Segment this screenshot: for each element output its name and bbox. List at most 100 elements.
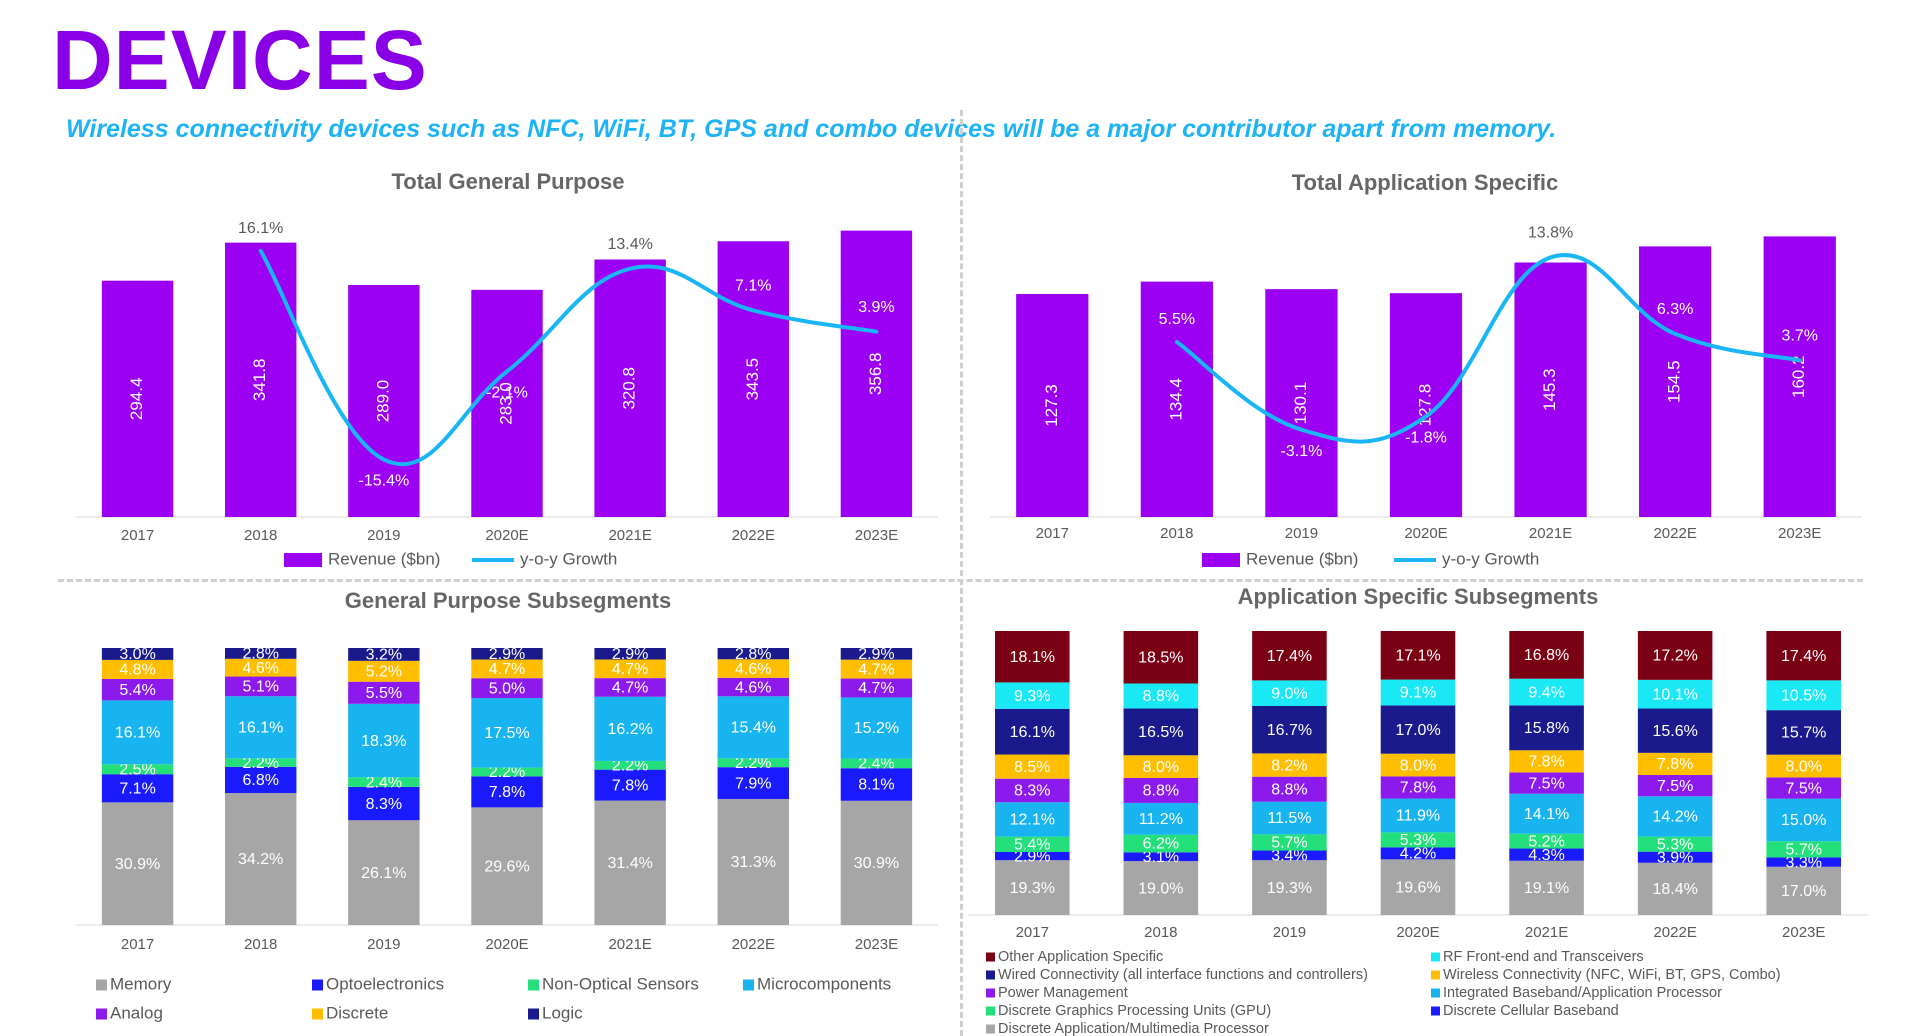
revenue-bar xyxy=(1016,294,1089,517)
segment-label: 5.3% xyxy=(1657,836,1693,853)
segment-label: 5.3% xyxy=(1400,832,1436,849)
stacked-segment xyxy=(1766,680,1841,711)
stacked-segment xyxy=(1509,678,1584,706)
stacked-segment xyxy=(1380,859,1456,915)
stacked-segment xyxy=(225,696,297,759)
stacked-segment xyxy=(594,696,666,761)
stacked-segment xyxy=(717,798,789,925)
legend-label: Power Management xyxy=(998,985,1128,1001)
stacked-segment xyxy=(1766,777,1841,799)
segment-label: 3.1% xyxy=(1143,849,1179,866)
segment-label: 5.2% xyxy=(366,664,402,681)
revenue-bar xyxy=(594,259,666,517)
growth-label: 16.1% xyxy=(238,220,283,237)
legend-label: Other Application Specific xyxy=(998,949,1163,965)
segment-label: 16.2% xyxy=(607,721,652,738)
stacked-segment xyxy=(594,678,666,697)
segment-label: 8.8% xyxy=(1271,781,1307,798)
stacked-segment xyxy=(471,648,543,660)
segment-label: 19.3% xyxy=(1267,880,1312,897)
stacked-segment xyxy=(1766,631,1841,681)
segment-label: 4.8% xyxy=(119,662,155,679)
stacked-segment xyxy=(1252,705,1327,754)
legend-label: Non-Optical Sensors xyxy=(542,974,699,993)
segment-label: 6.2% xyxy=(1143,836,1179,853)
x-tick-label: 2017 xyxy=(1016,924,1049,941)
segment-label: 7.5% xyxy=(1785,780,1821,797)
segment-label: 4.6% xyxy=(242,660,278,677)
segment-label: 19.1% xyxy=(1524,880,1569,897)
x-tick-label: 2019 xyxy=(367,527,400,544)
x-tick-label: 2021E xyxy=(608,527,651,544)
segment-label: 4.7% xyxy=(612,680,648,697)
segment-label: 19.3% xyxy=(1010,880,1055,897)
stacked-segment xyxy=(101,700,174,765)
segment-label: 8.8% xyxy=(1143,783,1179,800)
stacked-segment xyxy=(471,659,543,679)
x-tick-label: 2021E xyxy=(1529,525,1572,542)
segment-label: 18.1% xyxy=(1010,649,1055,666)
segment-label: 2.5% xyxy=(119,761,155,778)
stacked-segment xyxy=(1509,631,1584,679)
stacked-segment xyxy=(348,648,420,661)
stacked-segment xyxy=(717,648,789,660)
segment-label: 3.0% xyxy=(119,646,155,663)
legend-swatch xyxy=(986,1006,995,1016)
stacked-chart-3: Application Specific Subsegments 19.3% 2.9… xyxy=(968,584,1868,1036)
segment-label: 7.8% xyxy=(1657,756,1693,773)
segment-label: 3.9% xyxy=(1657,849,1693,866)
segment-label: 5.4% xyxy=(1014,837,1050,854)
x-tick-label: 2018 xyxy=(244,527,277,544)
legend-label: Analog xyxy=(110,1003,163,1022)
legend-label: Discrete xyxy=(326,1003,388,1022)
segment-label: 4.7% xyxy=(489,661,525,678)
stacked-segment xyxy=(1252,801,1327,835)
stacked-segment xyxy=(1252,860,1327,915)
legend-swatch xyxy=(1431,1006,1440,1016)
stacked-segment xyxy=(101,678,174,701)
segment-label: 29.6% xyxy=(484,858,529,875)
legend-swatch xyxy=(1431,952,1440,962)
page-title: DEVICES xyxy=(52,13,428,107)
vertical-divider xyxy=(960,110,963,1036)
legend-swatch xyxy=(743,979,754,991)
stacked-segment xyxy=(840,758,913,769)
segment-label: 4.7% xyxy=(612,661,648,678)
stacked-segment xyxy=(225,648,297,659)
growth-label: -15.4% xyxy=(359,473,410,490)
stacked-segment xyxy=(348,681,420,704)
segment-label: 2.9% xyxy=(612,646,648,663)
stacked-segment xyxy=(471,698,543,768)
x-tick-label: 2017 xyxy=(121,527,154,544)
stacked-segment xyxy=(1509,772,1584,794)
segment-label: 17.4% xyxy=(1781,648,1826,665)
segment-label: 5.0% xyxy=(489,680,525,697)
legend-growth-label: y-o-y Growth xyxy=(1442,549,1539,568)
legend-label: Discrete Graphics Processing Units (GPU) xyxy=(998,1003,1271,1019)
legend-label: Wireless Connectivity (NFC, WiFi, BT, GP… xyxy=(1443,967,1781,983)
segment-label: 18.4% xyxy=(1652,881,1697,898)
stacked-segment xyxy=(1509,750,1584,773)
segment-label: 3.4% xyxy=(1271,848,1307,865)
stacked-segment xyxy=(225,658,297,677)
stacked-segment xyxy=(995,754,1070,779)
segment-label: 30.9% xyxy=(854,855,899,872)
stacked-segment xyxy=(1637,796,1713,837)
segment-label: 5.1% xyxy=(242,679,278,696)
revenue-bar xyxy=(1265,289,1338,517)
segment-label: 5.5% xyxy=(366,685,402,702)
legend-swatch xyxy=(96,979,107,991)
stacked-segment xyxy=(1509,705,1584,751)
x-tick-label: 2020E xyxy=(1396,924,1439,941)
segment-label: 16.5% xyxy=(1138,724,1183,741)
revenue-bar xyxy=(1639,246,1712,517)
segment-label: 7.5% xyxy=(1528,775,1564,792)
segment-label: 14.1% xyxy=(1524,806,1569,823)
segment-label: 16.8% xyxy=(1524,647,1569,664)
stacked-segment xyxy=(225,758,297,767)
stacked-segment xyxy=(1123,802,1199,835)
x-tick-label: 2022E xyxy=(1653,924,1696,941)
revenue-bar-label: 154.5 xyxy=(1665,360,1684,403)
segment-label: 2.2% xyxy=(612,758,648,775)
segment-label: 19.6% xyxy=(1395,879,1440,896)
